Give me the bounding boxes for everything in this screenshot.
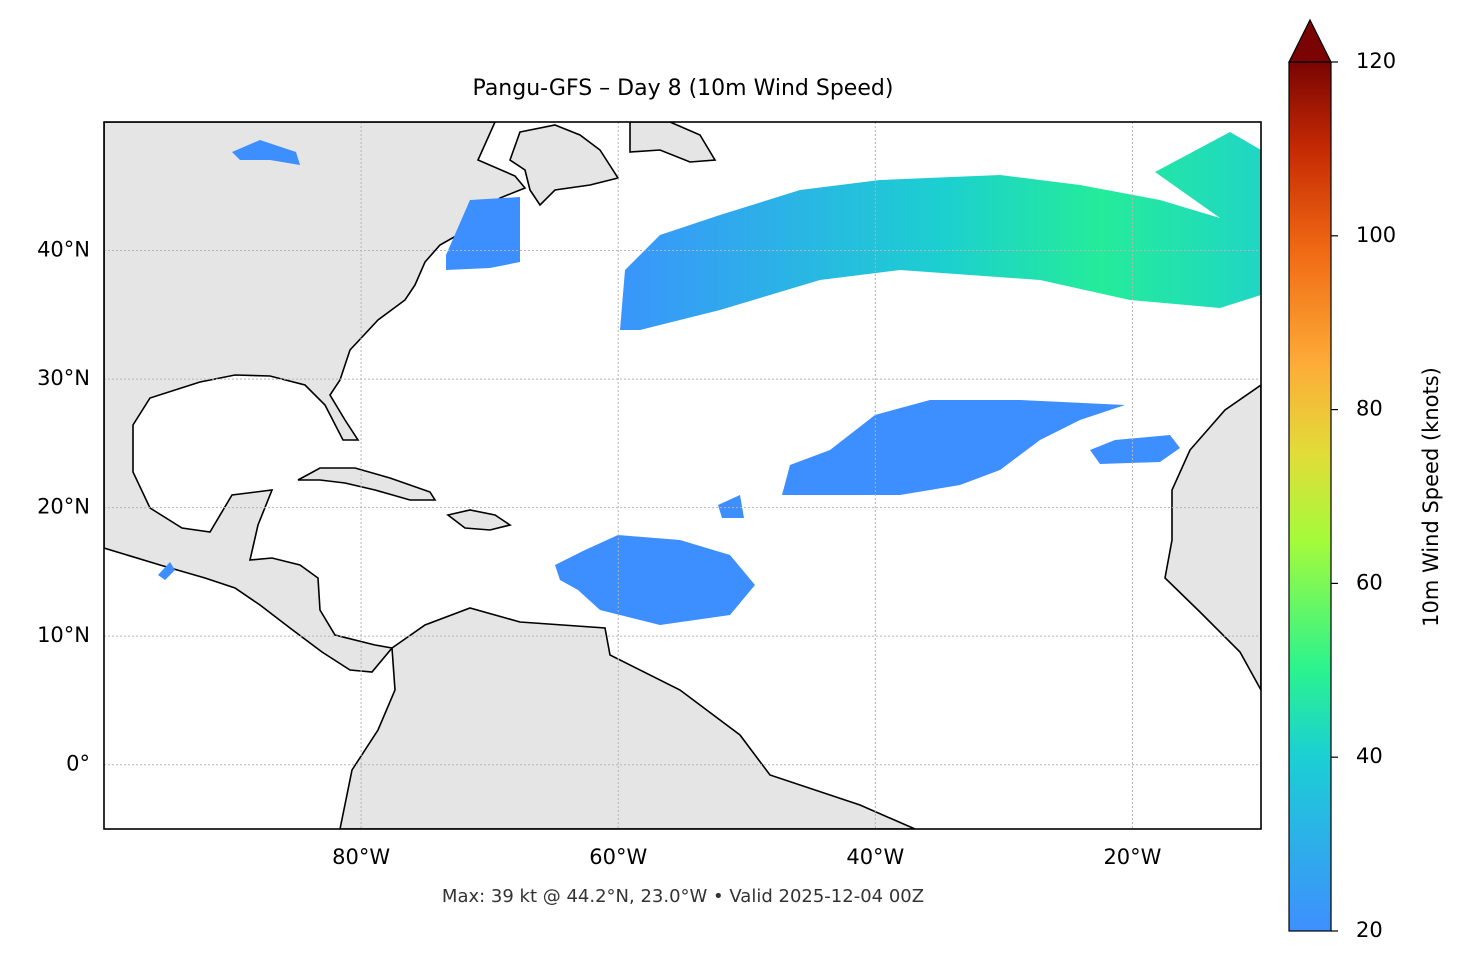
wind-area [782,400,1125,495]
wind-area [158,562,175,580]
colorbar-label: 10m Wind Speed (knots) [1419,367,1443,627]
chart-title: Pangu-GFS – Day 8 (10m Wind Speed) [473,76,894,101]
colorbar-tick-label: 80 [1356,397,1383,421]
map [104,122,1261,829]
maritimes [509,124,620,207]
x-tick-label: 20°W [1103,845,1161,869]
wind-area [1090,435,1180,464]
cuba [297,467,437,501]
y-tick-label: 40°N [37,238,90,262]
hispaniola [446,509,512,531]
wind-area [446,197,520,270]
colorbar-tick-label: 40 [1356,744,1383,768]
x-tick-label: 80°W [332,845,390,869]
wind-area [232,140,300,165]
footer: Max: 39 kt @ 44.2°N, 23.0°W • Valid 2025… [442,886,924,907]
colorbar-tick-label: 20 [1356,918,1383,942]
wind-area [718,495,744,518]
newfoundland [629,122,717,163]
africa [1164,384,1261,691]
plot-frame [103,121,1262,830]
y-tick-label: 0° [66,752,90,776]
x-tick-label: 60°W [589,845,647,869]
wind-jet [620,132,1261,330]
colorbar-tick-label: 60 [1356,570,1383,594]
colorbar-extend [1288,18,1332,63]
grid [104,122,1261,829]
y-tick-label: 10°N [37,623,90,647]
wind-area [555,535,755,625]
south-america [339,607,916,829]
colorbar-tick-label: 100 [1356,223,1396,247]
y-tick-label: 20°N [37,495,90,519]
colorbar-tick-label: 120 [1356,49,1396,73]
colorbar [1288,61,1332,932]
y-tick-label: 30°N [37,366,90,390]
x-tick-label: 40°W [846,845,904,869]
north-central-america [104,122,527,673]
